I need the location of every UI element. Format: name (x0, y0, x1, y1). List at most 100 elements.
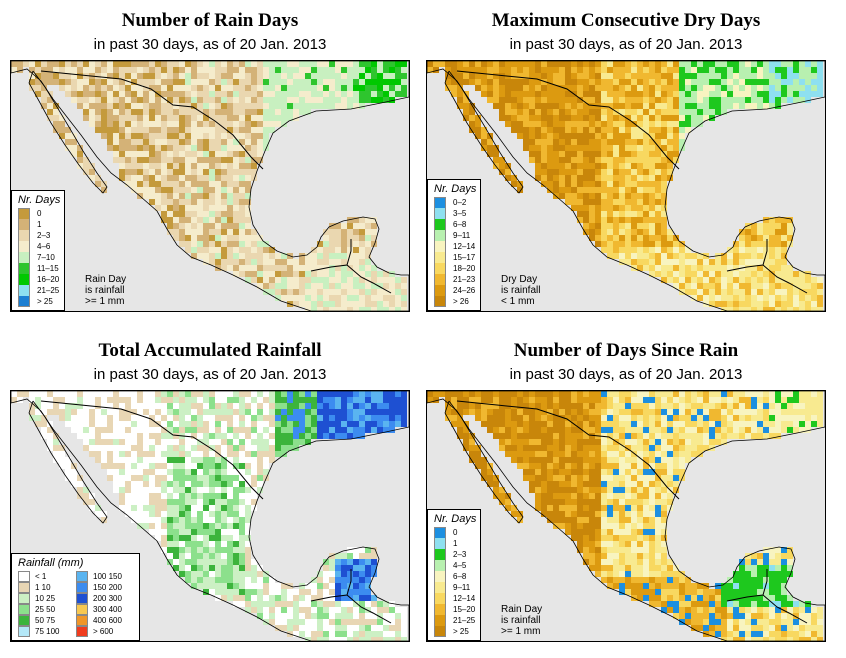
map-cell (353, 217, 359, 223)
map-cell (715, 277, 721, 283)
map-cell (275, 601, 281, 607)
map-cell (323, 289, 329, 295)
map-cell (41, 67, 47, 73)
map-cell (553, 457, 559, 463)
map-cell (191, 91, 197, 97)
map-cell (161, 193, 167, 199)
map-cell (191, 547, 197, 553)
map-cell (643, 163, 649, 169)
map-cell (299, 433, 305, 439)
map-cell (71, 403, 77, 409)
map-cell (227, 199, 233, 205)
map-cell (553, 79, 559, 85)
map-cell (643, 403, 649, 409)
map-cell (805, 277, 811, 283)
map-cell (571, 469, 577, 475)
map-cell (655, 481, 661, 487)
map-cell (517, 433, 523, 439)
map-cell (209, 67, 215, 73)
map-cell (541, 475, 547, 481)
map-cell (547, 97, 553, 103)
map-cell (161, 391, 167, 397)
map-cell (119, 85, 125, 91)
map-cell (697, 91, 703, 97)
map-cell (233, 193, 239, 199)
map-cell (167, 151, 173, 157)
map-cell (287, 91, 293, 97)
map-cell (649, 241, 655, 247)
map-cell (41, 421, 47, 427)
map-cell (365, 235, 371, 241)
map-cell (269, 439, 275, 445)
map-cell (655, 175, 661, 181)
map-cell (661, 67, 667, 73)
map-cell (329, 589, 335, 595)
map-cell (203, 487, 209, 493)
map-cell (149, 469, 155, 475)
map-cell (517, 463, 523, 469)
map-cell (233, 445, 239, 451)
map-cell (553, 133, 559, 139)
map-cell (359, 607, 365, 613)
map-cell (625, 169, 631, 175)
map-cell (523, 103, 529, 109)
map-cell (89, 499, 95, 505)
map-cell (371, 79, 377, 85)
map-cell (559, 151, 565, 157)
map-cell (293, 85, 299, 91)
map-cell (59, 415, 65, 421)
map-cell (59, 115, 65, 121)
map-cell (535, 409, 541, 415)
map-cell (565, 409, 571, 415)
map-cell (161, 205, 167, 211)
map-cell (257, 571, 263, 577)
map-cell (263, 421, 269, 427)
map-cell (781, 403, 787, 409)
map-cell (389, 427, 395, 433)
map-cell (173, 73, 179, 79)
map-cell (179, 205, 185, 211)
map-cell (745, 91, 751, 97)
map-cell (353, 247, 359, 253)
map-cell (745, 103, 751, 109)
map-cell (149, 85, 155, 91)
map-cell (523, 97, 529, 103)
map-cell (463, 103, 469, 109)
map-cell (559, 403, 565, 409)
map-cell (769, 235, 775, 241)
map-cell (529, 397, 535, 403)
map-cell (601, 421, 607, 427)
map-cell (257, 253, 263, 259)
map-cell (293, 415, 299, 421)
map-cell (529, 439, 535, 445)
map-cell (601, 463, 607, 469)
map-cell (41, 403, 47, 409)
map-cell (607, 241, 613, 247)
map-cell (227, 91, 233, 97)
map-cell (475, 403, 481, 409)
map-cell (113, 427, 119, 433)
map-cell (679, 241, 685, 247)
map-cell (155, 511, 161, 517)
map-cell (203, 139, 209, 145)
map-cell (739, 247, 745, 253)
map-cell (107, 391, 113, 397)
map-cell (89, 79, 95, 85)
map-cell (263, 115, 269, 121)
map-cell (703, 391, 709, 397)
map-cell (185, 145, 191, 151)
map-cell (643, 97, 649, 103)
map-cell (329, 583, 335, 589)
map-cell (469, 115, 475, 121)
map-cell (245, 109, 251, 115)
map-cell (427, 397, 433, 403)
map-cell (203, 187, 209, 193)
map-cell (215, 577, 221, 583)
map-cell (493, 415, 499, 421)
map-cell (47, 67, 53, 73)
map-cell (751, 421, 757, 427)
map-cell (661, 61, 667, 67)
map-cell (173, 109, 179, 115)
map-cell (613, 97, 619, 103)
map-cell (469, 391, 475, 397)
